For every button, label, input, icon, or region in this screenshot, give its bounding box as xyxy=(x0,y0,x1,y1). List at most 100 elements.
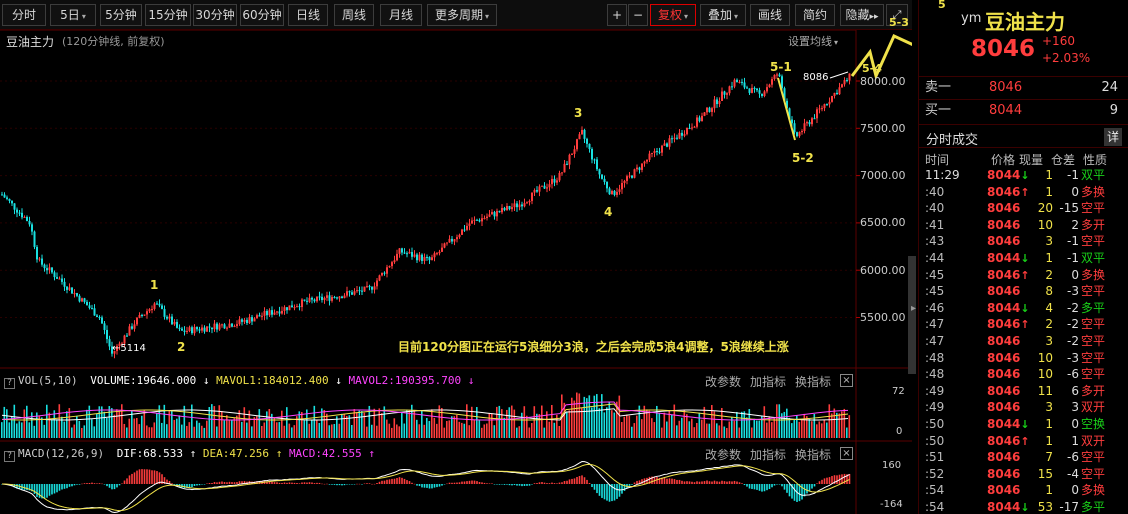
candle-body xyxy=(28,220,31,225)
macd-bar xyxy=(58,484,61,491)
wave-label-5-4: 5-4 xyxy=(862,62,882,75)
macd-bar xyxy=(513,484,516,486)
macd-switch-indicator-button[interactable]: 换指标 xyxy=(795,448,832,462)
candle-body xyxy=(663,143,666,146)
candle-body xyxy=(813,118,816,120)
candle-body xyxy=(458,234,461,238)
volume-bar xyxy=(443,427,446,438)
candle-body xyxy=(476,219,478,221)
candle-body xyxy=(168,316,171,319)
wave-label-1: 1 xyxy=(150,278,159,292)
candle-body xyxy=(283,307,286,311)
macd-bar xyxy=(596,484,598,494)
candle-body xyxy=(646,159,648,162)
overlay-dropdown[interactable]: 叠加 ▾ xyxy=(700,4,746,26)
help-icon[interactable]: ? xyxy=(4,378,15,389)
zoom-in-button[interactable]: + xyxy=(607,4,627,26)
volume-bar xyxy=(51,419,53,438)
volume-bar xyxy=(71,427,73,438)
tick-time: :47 xyxy=(925,317,945,332)
volume-bar xyxy=(846,427,848,438)
candle-body xyxy=(633,169,636,178)
period-tab-30min[interactable]: 30分钟 xyxy=(193,4,237,26)
tick-oi-change: -6 xyxy=(1067,367,1079,382)
candle-body xyxy=(261,315,263,317)
tick-price: 8044↓ xyxy=(987,499,1030,514)
vol-edit-params-button[interactable]: 改参数 xyxy=(705,375,742,389)
period-tab-monthly[interactable]: 月线 xyxy=(380,4,422,26)
ticks-detail-button[interactable]: 详 xyxy=(1104,128,1122,146)
fuquan-dropdown[interactable]: 复权 ▾ xyxy=(650,4,696,26)
arrow-down-icon: ↓ xyxy=(1020,252,1030,265)
analysis-annotation: 目前120分图正在运行5浪细分3浪，之后会完成5浪4调整，5浪继续上涨 xyxy=(398,340,789,354)
volume-bar xyxy=(276,422,278,438)
macd-edit-params-button[interactable]: 改参数 xyxy=(705,448,742,462)
macd-bar xyxy=(806,484,808,494)
period-tab-5day[interactable]: 5日 ▾ xyxy=(50,4,96,26)
period-tab-5min[interactable]: 5分钟 xyxy=(100,4,142,26)
candle-body xyxy=(466,225,468,230)
volume-bar xyxy=(601,394,603,438)
arrow-up-icon: ↑ xyxy=(1020,318,1030,332)
macd-add-indicator-button[interactable]: 加指标 xyxy=(750,448,787,462)
macd-bar xyxy=(576,477,578,484)
macd-bar xyxy=(671,478,673,484)
period-tab-15min[interactable]: 15分钟 xyxy=(145,4,191,26)
macd-bar xyxy=(738,482,741,484)
candle-body xyxy=(73,293,76,295)
ma-setting-dropdown[interactable]: 设置均线 ▾ xyxy=(788,33,838,49)
more-periods-dropdown[interactable]: 更多周期 ▾ xyxy=(427,4,497,26)
candle-body xyxy=(418,254,421,261)
volume-bar xyxy=(406,409,408,438)
volume-bar xyxy=(241,421,243,438)
candle-body xyxy=(116,345,118,352)
candle-body xyxy=(46,268,48,271)
vol-switch-indicator-button[interactable]: 换指标 xyxy=(795,375,832,389)
chart-canvas[interactable] xyxy=(0,0,912,514)
col-header-oi-change: 仓差 xyxy=(1051,153,1076,167)
volume-bar xyxy=(661,427,663,438)
ma-setting-label: 设置均线 xyxy=(788,35,832,48)
zoom-out-button[interactable]: − xyxy=(628,4,648,26)
vol-add-indicator-button[interactable]: 加指标 xyxy=(750,375,787,389)
volume-bar xyxy=(266,411,268,438)
macd-bar xyxy=(836,475,838,484)
candle-body xyxy=(591,149,593,160)
candle-body xyxy=(446,242,448,244)
tick-price: 8046 xyxy=(987,449,1020,466)
macd-bar xyxy=(316,482,318,484)
fullscreen-icon[interactable]: ⤢ xyxy=(886,4,908,26)
close-icon[interactable]: × xyxy=(840,374,853,387)
macd-bar xyxy=(466,481,468,484)
period-tab-60min[interactable]: 60分钟 xyxy=(240,4,284,26)
period-tab-weekly[interactable]: 周线 xyxy=(334,4,374,26)
volume-bar xyxy=(291,427,293,438)
volume-bar xyxy=(321,408,323,438)
draw-line-button[interactable]: 画线 xyxy=(750,4,790,26)
hide-panel-button[interactable]: 隐藏▸▸ xyxy=(840,4,884,26)
volume-bar xyxy=(631,426,633,438)
vertical-scrollbar[interactable] xyxy=(908,256,916,374)
help-icon[interactable]: ? xyxy=(4,451,15,462)
macd-bar xyxy=(101,483,103,485)
simple-mode-button[interactable]: 简约 xyxy=(795,4,835,26)
period-tab-daily[interactable]: 日线 xyxy=(288,4,328,26)
candle-body xyxy=(48,267,51,271)
candle-body xyxy=(391,262,393,267)
candle-body xyxy=(548,184,551,188)
volume-bar xyxy=(723,426,726,438)
volume-bar xyxy=(523,406,526,438)
volume-bar xyxy=(243,407,246,438)
candle-body xyxy=(701,115,703,122)
close-icon[interactable]: × xyxy=(840,447,853,460)
panel-collapse-handle[interactable]: ▸ xyxy=(911,303,917,314)
macd-bar xyxy=(383,480,386,484)
tick-price-value: 8046 xyxy=(987,466,1021,481)
period-tab-intraday[interactable]: 分时 xyxy=(2,4,46,26)
macd-bar xyxy=(13,484,16,488)
volume-bar xyxy=(548,421,551,438)
candle-body xyxy=(206,326,208,332)
macd-bar xyxy=(496,484,498,485)
macd-y-tick: -164 xyxy=(880,499,903,510)
instrument-code: ym xyxy=(961,11,982,26)
